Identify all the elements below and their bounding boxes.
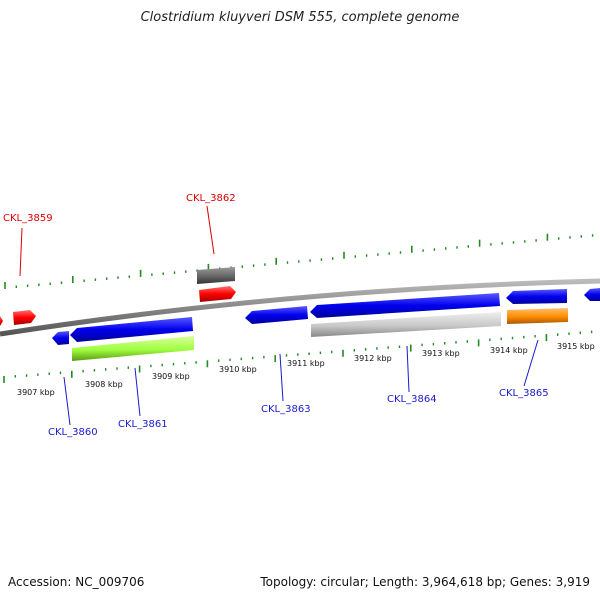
leader-ckl3860 xyxy=(63,376,71,426)
genome-backbone xyxy=(0,278,600,337)
scale-label: 3913 kbp xyxy=(422,349,460,358)
gene-label-ckl3865[interactable]: CKL_3865 xyxy=(499,388,549,399)
feature-ckl3861-green-box[interactable] xyxy=(72,336,194,361)
inner-tick-track xyxy=(3,330,593,383)
scale-label: 3912 kbp xyxy=(354,354,392,363)
gene-label-ckl3861[interactable]: CKL_3861 xyxy=(118,419,168,430)
genome-summary-text: Topology: circular; Length: 3,964,618 bp… xyxy=(260,575,590,589)
leader-ckl3865 xyxy=(523,339,539,387)
feature-ckl3865-orange-box[interactable] xyxy=(507,308,568,324)
gene-reverse-ckl3865[interactable] xyxy=(506,289,567,304)
gene-reverse-ckl3863[interactable] xyxy=(245,306,308,324)
feature-ckl3864-grey-box[interactable] xyxy=(311,312,501,337)
scale-label: 3914 kbp xyxy=(490,346,528,355)
gene-forward-ckl3859[interactable] xyxy=(13,310,36,325)
gene-reverse-ckl3864[interactable] xyxy=(310,293,500,318)
scale-label: 3910 kbp xyxy=(219,365,257,374)
gene-label-ckl3859[interactable]: CKL_3859 xyxy=(3,213,53,224)
gene-forward-ckl3862[interactable] xyxy=(199,286,236,302)
gene-label-ckl3864[interactable]: CKL_3864 xyxy=(387,394,437,405)
map-title: Clostridium kluyveri DSM 555, complete g… xyxy=(140,10,460,25)
scale-label: 3907 kbp xyxy=(17,388,55,397)
gene-reverse-ckl3861[interactable] xyxy=(70,317,193,342)
scale-label: 3908 kbp xyxy=(85,380,123,389)
accession-text: Accession: NC_009706 xyxy=(8,575,145,589)
scale-label: 3909 kbp xyxy=(152,372,190,381)
leader-ckl3862 xyxy=(206,205,215,255)
gene-label-ckl3863[interactable]: CKL_3863 xyxy=(261,404,311,415)
outer-tick-track xyxy=(4,233,594,289)
leader-ckl3863 xyxy=(279,353,284,402)
leader-ckl3859 xyxy=(19,227,23,277)
gene-label-ckl3860[interactable]: CKL_3860 xyxy=(48,427,98,438)
gene-label-ckl3862[interactable]: CKL_3862 xyxy=(186,193,236,204)
scale-label: 3911 kbp xyxy=(287,359,325,368)
leader-ckl3861 xyxy=(134,367,141,417)
gene-forward-left-edge[interactable] xyxy=(0,316,3,326)
scale-label: 3915 kbp xyxy=(557,342,595,351)
gene-reverse-ckl3860[interactable] xyxy=(52,331,69,345)
gene-ckl3862-grey-box[interactable] xyxy=(197,267,235,284)
gene-reverse-right-edge[interactable] xyxy=(584,288,600,301)
leader-ckl3864 xyxy=(406,345,410,393)
